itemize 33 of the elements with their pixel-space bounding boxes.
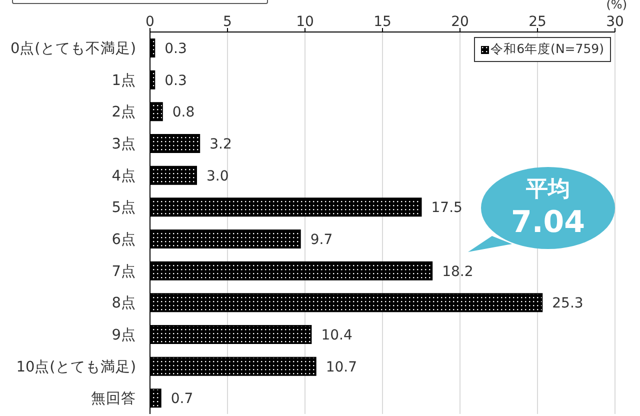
data-label: 9.7: [310, 232, 333, 248]
x-tick-label: 20: [451, 14, 469, 30]
x-tick-label: 30: [606, 14, 624, 30]
y-tick-label: 3点: [112, 136, 136, 153]
data-label: 10.7: [326, 359, 358, 376]
y-tick-label: 0点(とても不満足): [10, 40, 136, 58]
x-tick-label: 25: [528, 14, 546, 30]
legend-label: 令和6年度(N=759): [490, 41, 604, 58]
data-label: 10.4: [321, 327, 352, 344]
y-tick-label: 6点: [112, 231, 136, 248]
data-label: 0.3: [164, 72, 187, 89]
data-label: 0.8: [172, 104, 195, 121]
data-label: 3.0: [206, 168, 229, 184]
y-tick-label: 2点: [112, 104, 136, 121]
data-label: 0.3: [164, 40, 187, 57]
x-tick-label: 5: [223, 14, 232, 30]
data-label: 18.2: [442, 264, 474, 280]
data-label: 25.3: [552, 296, 584, 312]
x-tick-label: 10: [296, 14, 314, 30]
y-tick-label: 5点: [112, 199, 136, 216]
x-tick-label: 0: [146, 14, 154, 30]
y-tick-label: 10点(とても満足): [16, 358, 136, 376]
annotation: 平均 7.04: [510, 177, 586, 240]
data-label: 17.5: [431, 200, 462, 216]
y-tick-label: 9点: [112, 326, 136, 344]
data-label: 0.7: [170, 391, 194, 408]
y-tick-label: 4点: [112, 167, 136, 184]
y-tick-label: 1点: [112, 72, 136, 89]
data-label: 3.2: [210, 136, 232, 152]
x-tick-label: 15: [374, 14, 392, 30]
y-tick-label: 無回答: [91, 390, 136, 408]
y-tick-label: 8点: [112, 294, 136, 312]
y-tick-label: 7点: [112, 262, 136, 280]
